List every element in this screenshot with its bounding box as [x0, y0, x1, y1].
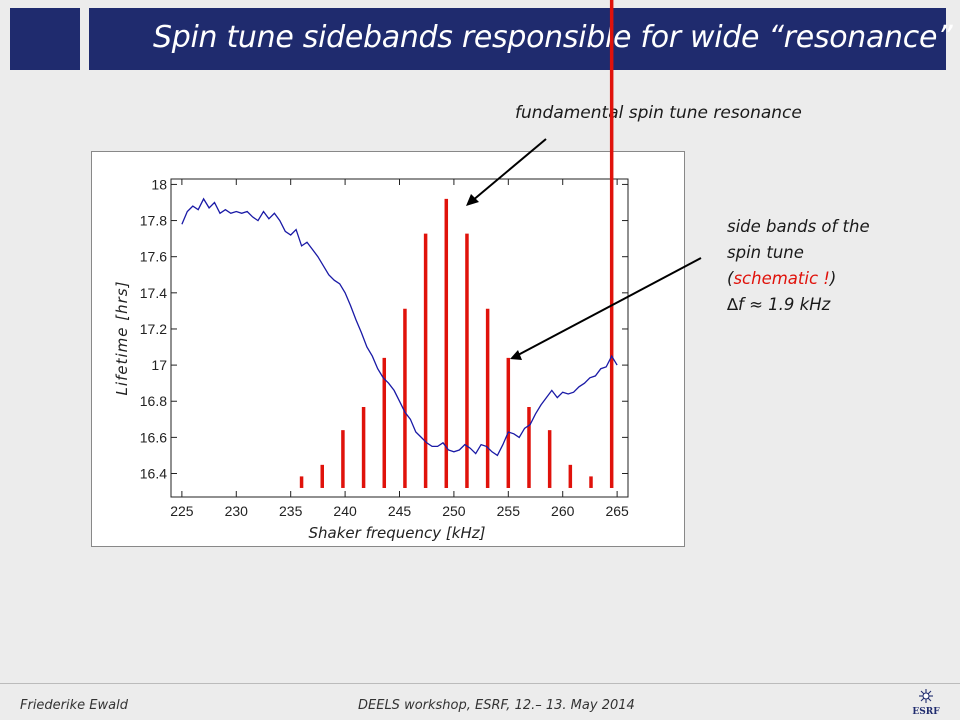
- plot-frame: [91, 151, 685, 547]
- header-square: [10, 8, 80, 70]
- ticks: [171, 179, 628, 497]
- footer-author: Friederike Ewald: [20, 698, 128, 713]
- x-axis-label: Shaker frequency [kHz]: [309, 524, 486, 542]
- y-tick-label: 18: [151, 176, 167, 192]
- y-tick-label: 16.6: [140, 429, 167, 445]
- arrow-fundamental: [466, 138, 547, 206]
- axes-box: [170, 178, 629, 498]
- anno-side-line2: spin tune: [727, 243, 804, 262]
- esrf-logo: ESRF: [912, 689, 940, 716]
- anno-side-line1: side bands of the: [727, 217, 870, 236]
- x-tick-label: 245: [388, 503, 412, 519]
- x-tick-label: 260: [551, 503, 575, 519]
- x-tick-label: 240: [333, 503, 357, 519]
- footer-divider: [0, 683, 960, 684]
- x-tick-label: 235: [279, 503, 303, 519]
- anno-open-paren: (: [727, 269, 734, 288]
- x-tick-label: 250: [442, 503, 466, 519]
- page-title: Spin tune sidebands responsible for wide…: [153, 20, 960, 55]
- anno-schematic: schematic !: [733, 269, 830, 288]
- header-bar: Spin tune sidebands responsible for wide…: [89, 8, 960, 70]
- x-tick-label: 265: [605, 503, 629, 519]
- anno-delta-f: ∆f ≈ 1.9 kHz: [727, 295, 831, 314]
- tick-labels: 225 230 235 240 245 250 255 260 265 16.4 16.6 16.8 1…: [140, 176, 629, 519]
- footer-event: DEELS workshop, ESRF, 12.– 13. May 2014: [358, 698, 635, 713]
- y-axis-label: Lifetime [hrs]: [113, 281, 131, 396]
- sideband-bars: [299, 0, 614, 488]
- y-tick-label: 16.8: [140, 393, 167, 409]
- annotation-fundamental: fundamental spin tune resonance: [515, 103, 802, 123]
- annotation-sidebands: side bands of the spin tune (schematic !…: [727, 214, 870, 318]
- y-tick-label: 17: [151, 357, 167, 373]
- logo-text: ESRF: [912, 707, 940, 716]
- y-tick-label: 17.6: [140, 249, 167, 265]
- lifetime-curve: [181, 197, 618, 457]
- y-tick-label: 17.2: [140, 321, 167, 337]
- x-tick-label: 255: [497, 503, 521, 519]
- x-tick-label: 225: [170, 503, 194, 519]
- anno-side-line3: (schematic !): [727, 266, 870, 292]
- arrow-sidebands: [510, 257, 702, 360]
- anno-close-paren: ): [829, 269, 837, 288]
- y-tick-label: 16.4: [140, 466, 167, 482]
- x-tick-label: 230: [225, 503, 249, 519]
- y-tick-label: 17.4: [140, 285, 167, 301]
- y-tick-label: 17.8: [140, 213, 167, 229]
